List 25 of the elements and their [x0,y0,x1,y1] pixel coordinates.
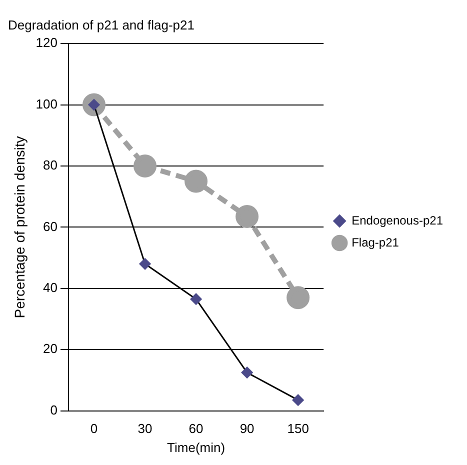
legend-label: Flag-p21 [352,235,400,250]
point [286,286,310,310]
x-tick-label: 90 [240,421,254,436]
chart-title: Degradation of p21 and flag-p21 [8,17,194,32]
point [190,293,202,305]
y-tick-label: 20 [43,341,58,356]
legend-label: Endogenous-p21 [352,213,444,228]
y-tick-label: 0 [50,402,58,418]
point [184,170,208,193]
y-axis-title: Percentage of protein density [11,136,28,318]
y-tick-label: 40 [43,280,58,295]
y-tick-label: 80 [43,158,58,173]
y-tick-label: 100 [36,96,58,112]
y-tick-label: 120 [36,35,58,50]
x-axis-title: Time(min) [167,440,226,455]
point [134,154,157,178]
y-tick-label: 60 [43,218,58,234]
x-tick-label: 30 [138,421,152,436]
point [241,366,253,378]
point [236,204,259,228]
point [139,258,151,270]
x-tick-label: 0 [90,421,98,436]
point [292,394,304,406]
x-tick-label: 60 [188,421,204,436]
x-tick-label: 150 [287,421,309,436]
